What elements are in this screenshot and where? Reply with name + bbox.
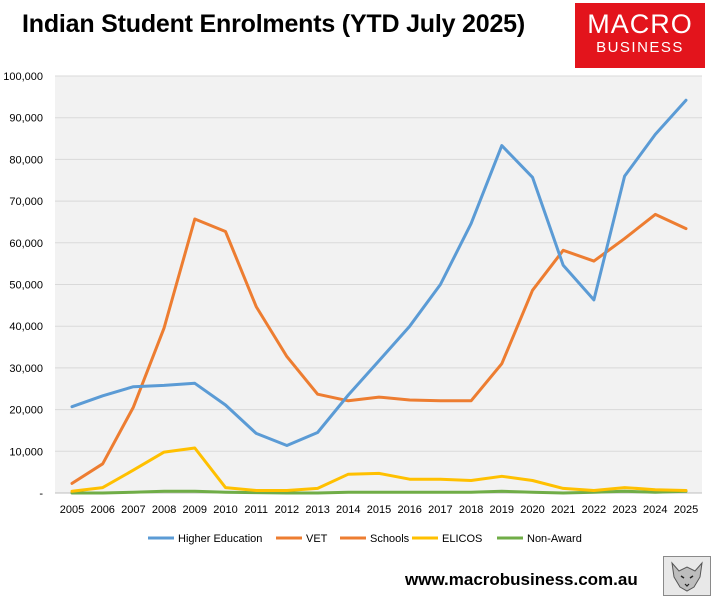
x-tick-label: 2009: [183, 504, 207, 516]
y-tick-label: 30,000: [9, 363, 43, 375]
legend-label: Higher Education: [178, 533, 262, 545]
x-tick-label: 2013: [305, 504, 329, 516]
x-tick-label: 2016: [397, 504, 421, 516]
y-tick-label: 50,000: [9, 280, 43, 292]
x-tick-label: 2018: [459, 504, 483, 516]
y-tick-label: 10,000: [9, 446, 43, 458]
y-tick-label: 100,000: [3, 71, 43, 83]
wolf-logo-icon: [663, 556, 711, 596]
y-tick-label: 40,000: [9, 321, 43, 333]
x-tick-label: 2014: [336, 504, 360, 516]
legend-label: ELICOS: [442, 533, 482, 545]
legend-label: Non-Award: [527, 533, 582, 545]
footer-url: www.macrobusiness.com.au: [405, 570, 638, 589]
y-tick-label: 90,000: [9, 113, 43, 125]
y-tick-label: 70,000: [9, 196, 43, 208]
series-line-higher-education: [70, 98, 688, 447]
x-tick-label: 2005: [60, 504, 84, 516]
x-tick-label: 2019: [490, 504, 514, 516]
logo-line1: MACRO: [587, 9, 693, 39]
x-tick-label: 2017: [428, 504, 452, 516]
x-tick-label: 2010: [213, 504, 237, 516]
x-tick-label: 2006: [90, 504, 114, 516]
macro-business-logo: MACRO BUSINESS: [575, 3, 705, 68]
x-tick-label: 2023: [612, 504, 636, 516]
series-line-schools: [70, 212, 688, 485]
series-line-non-award: [70, 489, 688, 495]
y-tick-label: -: [39, 488, 43, 500]
page-title: Indian Student Enrolments (YTD July 2025…: [22, 10, 525, 38]
logo-line2: BUSINESS: [596, 39, 684, 56]
x-tick-label: 2015: [367, 504, 391, 516]
y-tick-label: 20,000: [9, 405, 43, 417]
x-tick-label: 2007: [121, 504, 145, 516]
x-tick-label: 2008: [152, 504, 176, 516]
legend-label: VET: [306, 533, 328, 545]
y-tick-label: 60,000: [9, 238, 43, 250]
y-tick-label: 80,000: [9, 154, 43, 166]
x-tick-label: 2022: [582, 504, 606, 516]
x-tick-label: 2021: [551, 504, 575, 516]
legend-label: Schools: [370, 533, 410, 545]
x-tick-label: 2024: [643, 504, 667, 516]
x-tick-label: 2020: [520, 504, 544, 516]
x-tick-label: 2012: [275, 504, 299, 516]
series-line-elicos: [70, 446, 688, 493]
x-tick-label: 2025: [674, 504, 698, 516]
x-tick-label: 2011: [244, 504, 268, 516]
